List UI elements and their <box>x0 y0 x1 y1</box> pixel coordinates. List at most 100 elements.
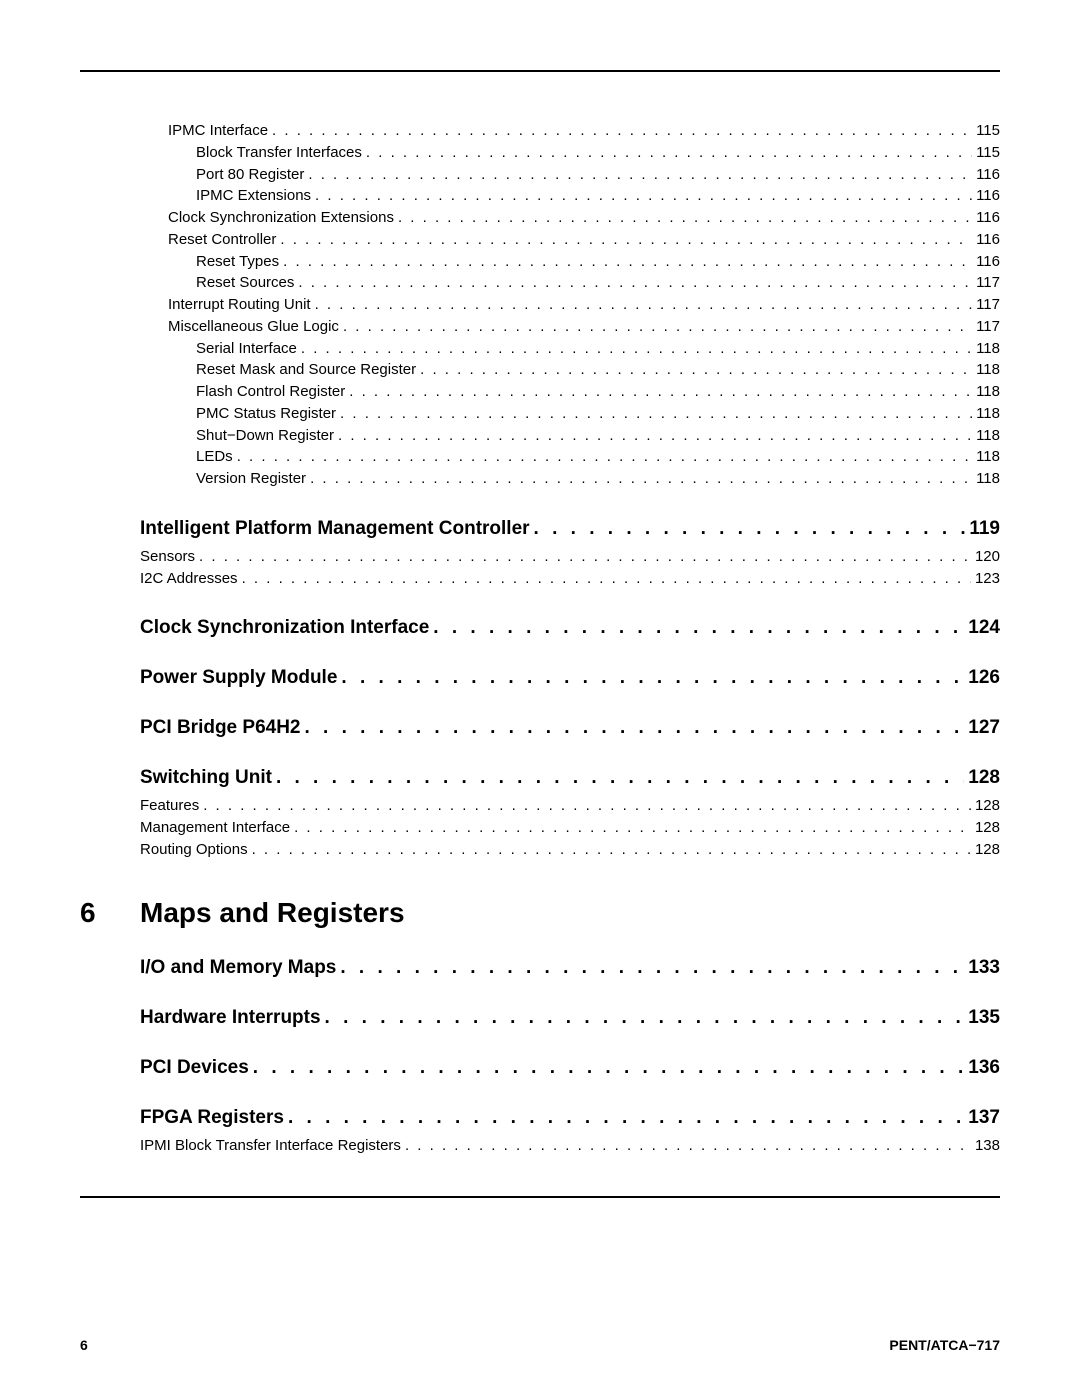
toc-label: Flash Control Register <box>196 381 345 403</box>
toc-label: Shut−Down Register <box>196 425 334 447</box>
toc-page-number: 118 <box>976 338 1000 360</box>
toc-leader-dots: . . . . . . . . . . . . . . . . . . . . … <box>294 817 971 839</box>
toc-label: Clock Synchronization Extensions <box>168 207 394 229</box>
toc-entry: PCI Devices. . . . . . . . . . . . . . .… <box>140 1057 1000 1079</box>
toc-entry: Version Register. . . . . . . . . . . . … <box>196 468 1000 490</box>
toc-page-number: 116 <box>976 229 1000 251</box>
toc-leader-dots: . . . . . . . . . . . . . . . . . . . . … <box>301 338 972 360</box>
toc-page-number: 135 <box>968 1007 1000 1029</box>
toc-leader-dots: . . . . . . . . . . . . . . . . . . . . … <box>349 381 972 403</box>
toc-page-number: 128 <box>968 767 1000 789</box>
chapter-number: 6 <box>80 897 140 929</box>
toc-leader-dots: . . . . . . . . . . . . . . . . . . . . … <box>237 446 972 468</box>
chapter-heading: 6 Maps and Registers <box>140 897 1000 929</box>
toc-label: IPMI Block Transfer Interface Registers <box>140 1135 401 1157</box>
toc-label: Routing Options <box>140 839 248 861</box>
toc-leader-dots: . . . . . . . . . . . . . . . . . . . . … <box>366 142 972 164</box>
toc-entry: IPMC Extensions. . . . . . . . . . . . .… <box>196 185 1000 207</box>
toc-label: Features <box>140 795 199 817</box>
toc-entry: Management Interface. . . . . . . . . . … <box>140 817 1000 839</box>
toc-leader-dots: . . . . . . . . . . . . . . . . . . . . … <box>283 251 972 273</box>
toc-leader-dots: . . . . . . . . . . . . . . . . . . . . … <box>252 839 971 861</box>
toc-leader-dots: . . . . . . . . . . . . . . . . . . . . … <box>341 667 964 689</box>
toc-page-number: 116 <box>976 185 1000 207</box>
toc-entry: Clock Synchronization Extensions. . . . … <box>168 207 1000 229</box>
toc-leader-dots: . . . . . . . . . . . . . . . . . . . . … <box>534 518 966 540</box>
toc-page-number: 116 <box>976 164 1000 186</box>
toc-entry: Serial Interface. . . . . . . . . . . . … <box>196 338 1000 360</box>
toc-label: Power Supply Module <box>140 667 337 689</box>
toc-leader-dots: . . . . . . . . . . . . . . . . . . . . … <box>338 425 972 447</box>
toc-entry: Sensors. . . . . . . . . . . . . . . . .… <box>140 546 1000 568</box>
toc-leader-dots: . . . . . . . . . . . . . . . . . . . . … <box>253 1057 965 1079</box>
toc-entry: Reset Types. . . . . . . . . . . . . . .… <box>196 251 1000 273</box>
toc-leader-dots: . . . . . . . . . . . . . . . . . . . . … <box>203 795 971 817</box>
bottom-rule <box>80 1196 1000 1198</box>
toc-page-number: 118 <box>976 403 1000 425</box>
toc-page-number: 116 <box>976 207 1000 229</box>
toc-page-number: 116 <box>976 251 1000 273</box>
toc-entry: LEDs. . . . . . . . . . . . . . . . . . … <box>196 446 1000 468</box>
toc-entry: Block Transfer Interfaces. . . . . . . .… <box>196 142 1000 164</box>
toc-leader-dots: . . . . . . . . . . . . . . . . . . . . … <box>420 359 972 381</box>
toc-block-1: IPMC Interface. . . . . . . . . . . . . … <box>80 120 1000 861</box>
toc-entry: Switching Unit. . . . . . . . . . . . . … <box>140 767 1000 789</box>
toc-entry: FPGA Registers. . . . . . . . . . . . . … <box>140 1107 1000 1129</box>
footer-page-number: 6 <box>80 1337 88 1353</box>
toc-entry: IPMC Interface. . . . . . . . . . . . . … <box>168 120 1000 142</box>
toc-page-number: 124 <box>968 617 1000 639</box>
toc-entry: Clock Synchronization Interface. . . . .… <box>140 617 1000 639</box>
toc-leader-dots: . . . . . . . . . . . . . . . . . . . . … <box>340 957 964 979</box>
toc-entry: Routing Options. . . . . . . . . . . . .… <box>140 839 1000 861</box>
toc-label: Switching Unit <box>140 767 272 789</box>
top-rule <box>80 70 1000 72</box>
toc-page-number: 128 <box>975 795 1000 817</box>
toc-page-number: 115 <box>976 120 1000 142</box>
toc-entry: Features. . . . . . . . . . . . . . . . … <box>140 795 1000 817</box>
toc-page-number: 133 <box>968 957 1000 979</box>
toc-page-number: 128 <box>975 817 1000 839</box>
toc-leader-dots: . . . . . . . . . . . . . . . . . . . . … <box>433 617 964 639</box>
toc-leader-dots: . . . . . . . . . . . . . . . . . . . . … <box>343 316 972 338</box>
toc-block-2: I/O and Memory Maps. . . . . . . . . . .… <box>80 957 1000 1157</box>
toc-leader-dots: . . . . . . . . . . . . . . . . . . . . … <box>325 1007 965 1029</box>
toc-page-number: 138 <box>975 1135 1000 1157</box>
toc-entry: PCI Bridge P64H2. . . . . . . . . . . . … <box>140 717 1000 739</box>
toc-page-number: 118 <box>976 381 1000 403</box>
toc-label: Serial Interface <box>196 338 297 360</box>
toc-page-number: 118 <box>976 425 1000 447</box>
toc-leader-dots: . . . . . . . . . . . . . . . . . . . . … <box>405 1135 971 1157</box>
toc-page-number: 115 <box>976 142 1000 164</box>
toc-label: Reset Sources <box>196 272 294 294</box>
toc-page-number: 123 <box>975 568 1000 590</box>
toc-leader-dots: . . . . . . . . . . . . . . . . . . . . … <box>288 1107 964 1129</box>
toc-label: FPGA Registers <box>140 1107 284 1129</box>
toc-leader-dots: . . . . . . . . . . . . . . . . . . . . … <box>276 767 964 789</box>
toc-entry: Power Supply Module. . . . . . . . . . .… <box>140 667 1000 689</box>
toc-leader-dots: . . . . . . . . . . . . . . . . . . . . … <box>310 468 972 490</box>
toc-label: IPMC Extensions <box>196 185 311 207</box>
toc-label: Interrupt Routing Unit <box>168 294 311 316</box>
toc-entry: I2C Addresses. . . . . . . . . . . . . .… <box>140 568 1000 590</box>
toc-page-number: 118 <box>976 359 1000 381</box>
toc-page-number: 137 <box>968 1107 1000 1129</box>
toc-entry: Reset Controller. . . . . . . . . . . . … <box>168 229 1000 251</box>
toc-entry: Flash Control Register. . . . . . . . . … <box>196 381 1000 403</box>
toc-label: Port 80 Register <box>196 164 304 186</box>
toc-page-number: 119 <box>969 518 1000 540</box>
toc-label: PCI Bridge P64H2 <box>140 717 301 739</box>
toc-entry: Intelligent Platform Management Controll… <box>140 518 1000 540</box>
toc-entry: Reset Sources. . . . . . . . . . . . . .… <box>196 272 1000 294</box>
toc-entry: Reset Mask and Source Register. . . . . … <box>196 359 1000 381</box>
toc-page-number: 136 <box>968 1057 1000 1079</box>
toc-entry: Interrupt Routing Unit. . . . . . . . . … <box>168 294 1000 316</box>
toc-label: Management Interface <box>140 817 290 839</box>
toc-page-number: 128 <box>975 839 1000 861</box>
toc-entry: Miscellaneous Glue Logic. . . . . . . . … <box>168 316 1000 338</box>
toc-page-number: 120 <box>975 546 1000 568</box>
toc-leader-dots: . . . . . . . . . . . . . . . . . . . . … <box>272 120 972 142</box>
toc-label: Reset Types <box>196 251 279 273</box>
toc-entry: Hardware Interrupts. . . . . . . . . . .… <box>140 1007 1000 1029</box>
footer-doc-id: PENT/ATCA−717 <box>889 1337 1000 1353</box>
toc-label: PMC Status Register <box>196 403 336 425</box>
